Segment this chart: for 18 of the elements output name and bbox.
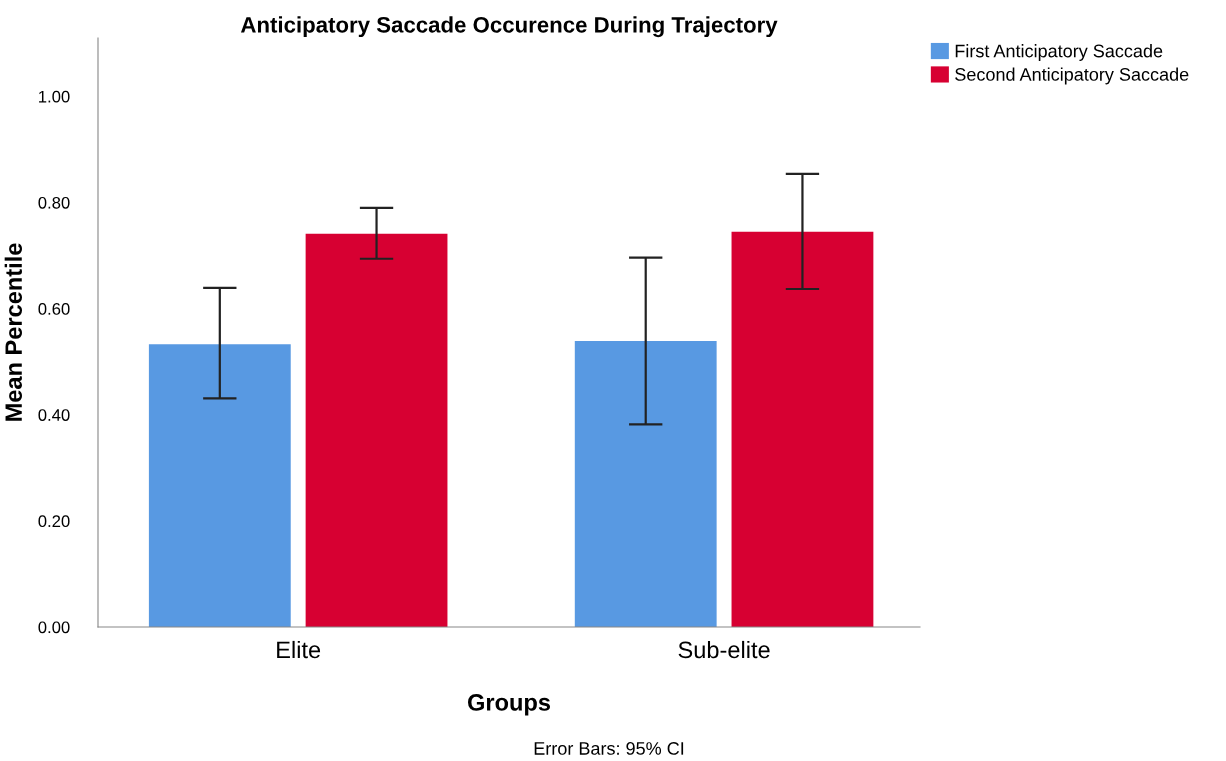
bar [574,340,717,627]
y-axis-title: Mean Percentile [4,243,23,421]
y-tick-label: 0.80 [38,196,70,209]
bar [731,231,874,627]
y-tick-label: 0.20 [38,515,70,528]
bar [305,233,448,627]
y-tick-label: 0.40 [38,409,70,421]
text: Error Bars: 95% CI [534,742,684,755]
x-tick-label: Sub-elite [678,640,770,659]
y-tick-label: 0.00 [38,621,70,634]
bar [148,344,291,627]
y-tick-label: 1.00 [39,90,70,103]
y-tick-label: 0.60 [38,303,70,315]
x-axis-title: Groups [468,694,551,716]
legend-label: First Anticipatory Saccade [955,44,1163,61]
legend-label: Second Anticipatory Saccade [955,67,1189,85]
x-tick-label: Elite [277,640,321,659]
chart-title: Anticipatory Saccade Occurence During Trajectory [240,16,778,38]
